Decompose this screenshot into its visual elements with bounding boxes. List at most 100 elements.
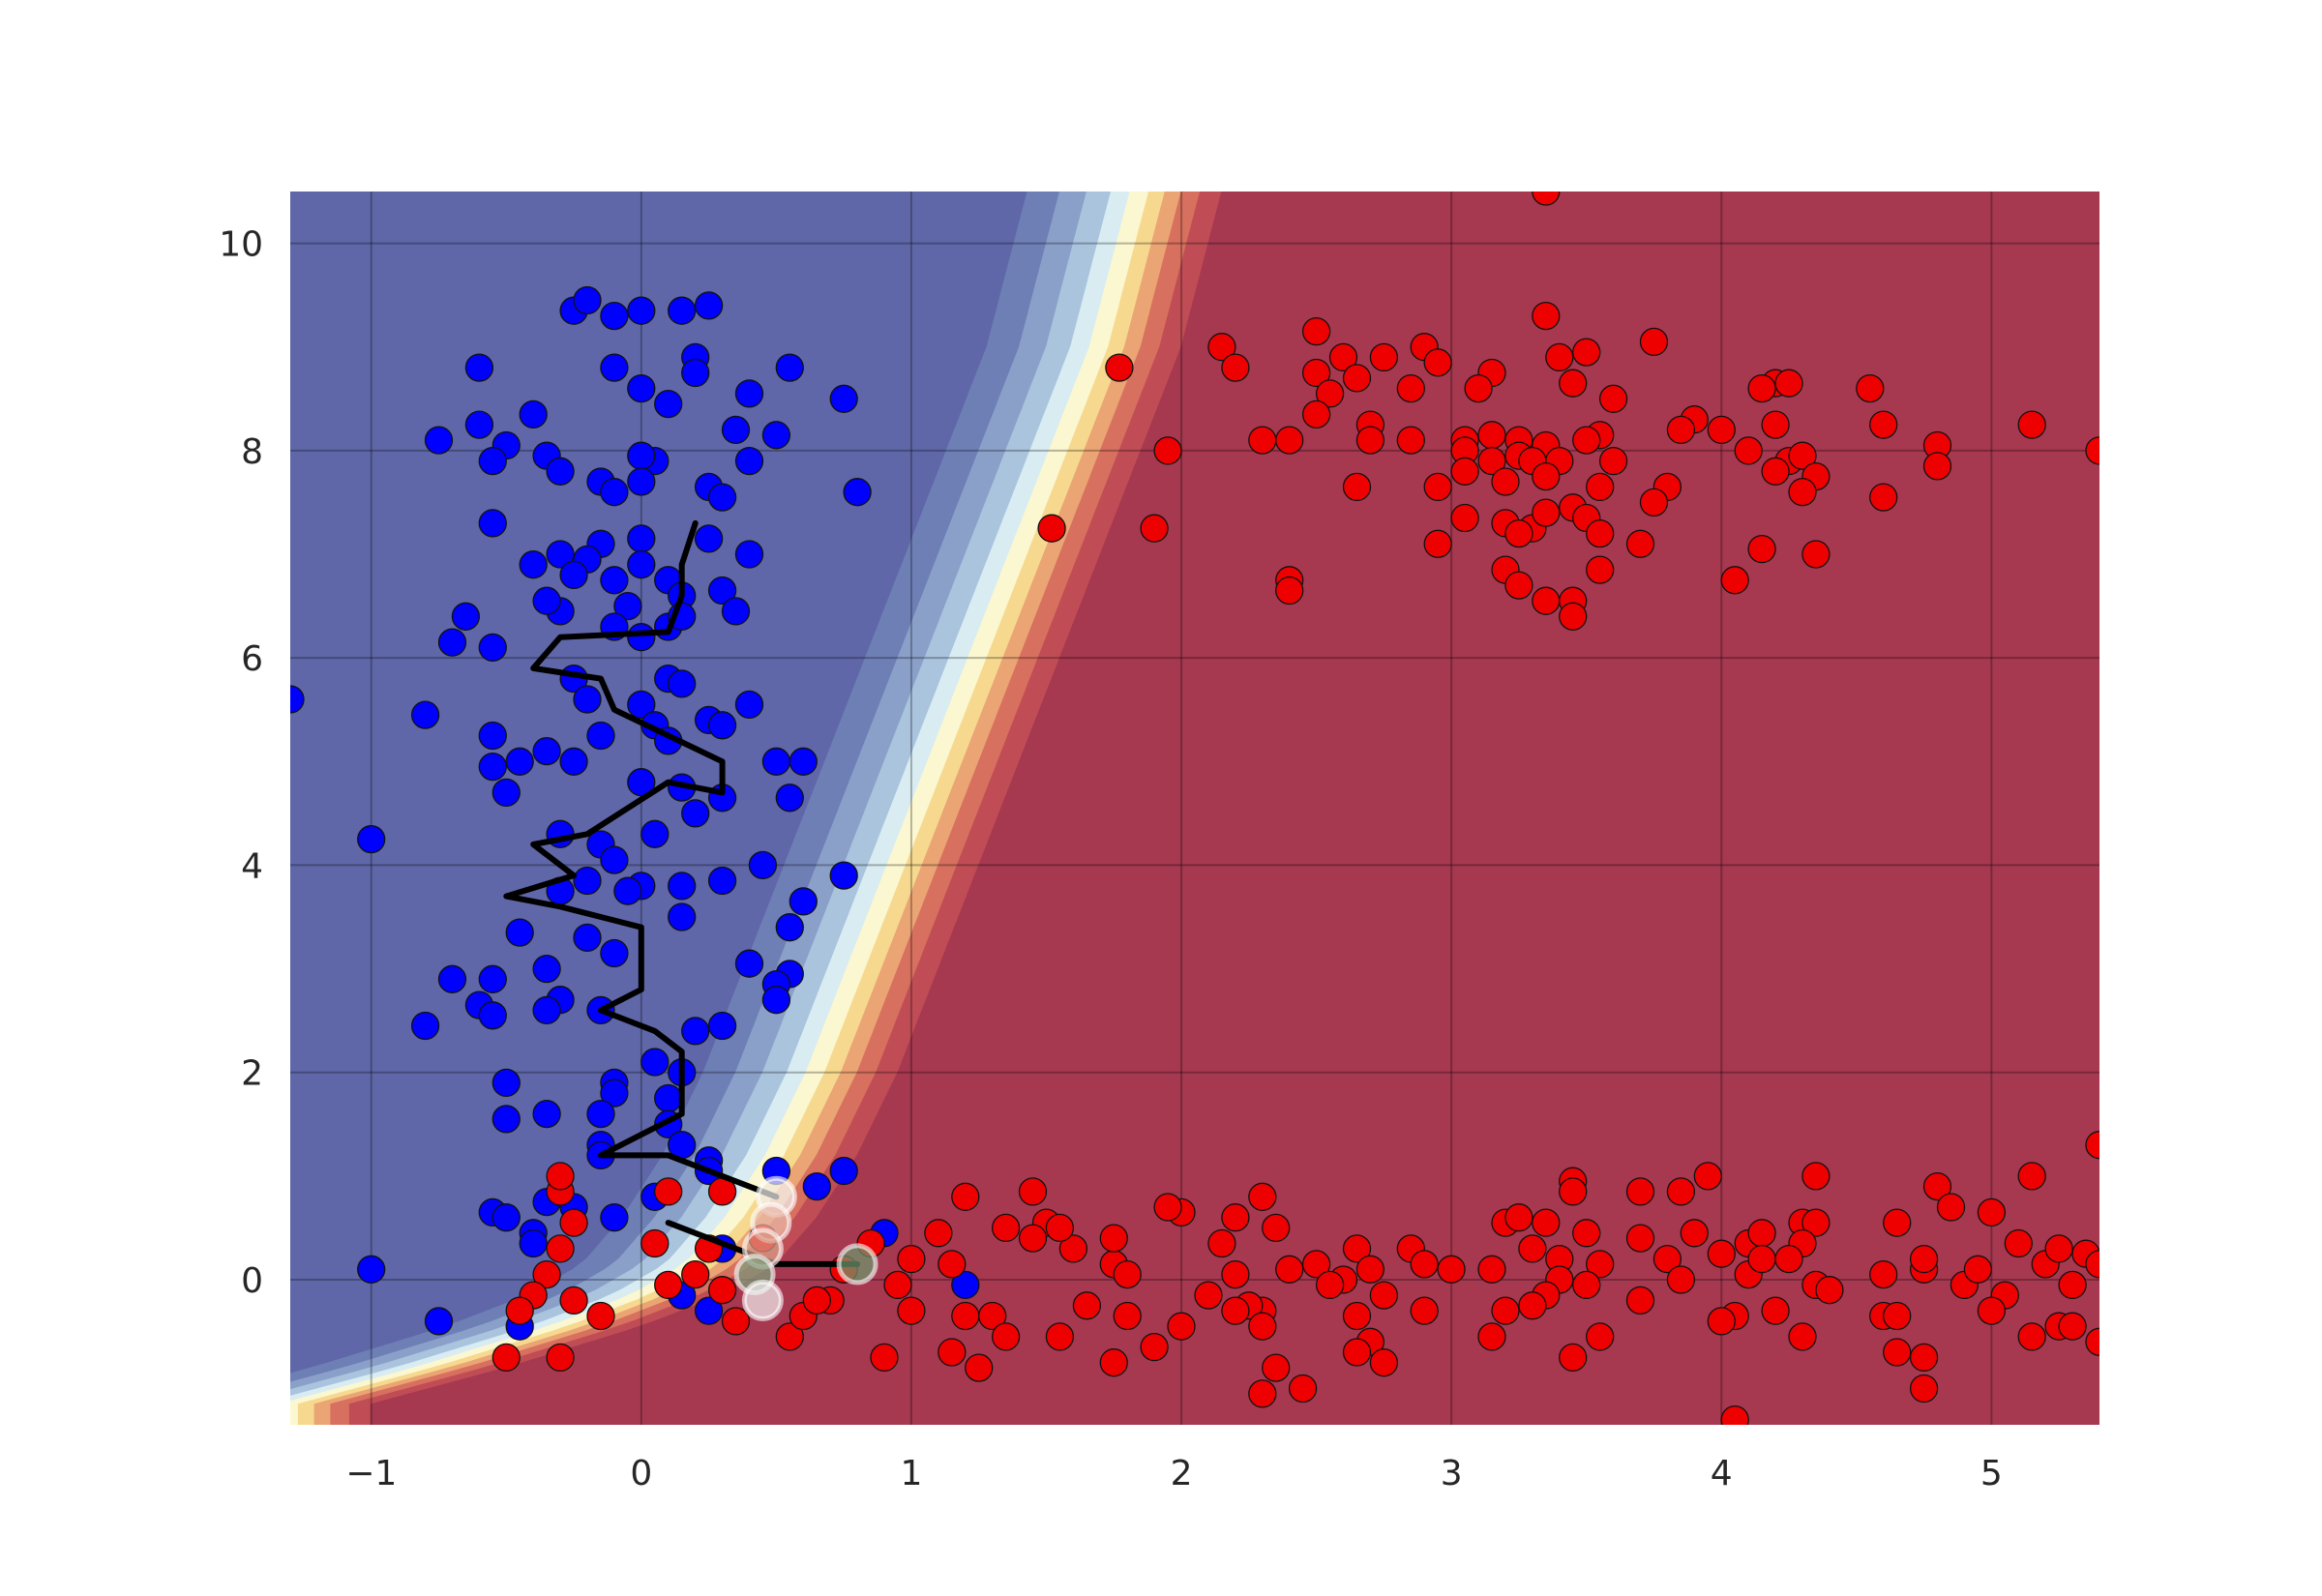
red-point [991, 1322, 1021, 1351]
blue-point [600, 938, 629, 968]
red-point [1342, 1338, 1372, 1367]
blue-point [627, 441, 656, 470]
y-tick-label: 10 [219, 225, 263, 265]
red-point [2085, 1131, 2099, 1160]
blue-point [600, 301, 629, 331]
red-point [1423, 348, 1452, 377]
red-point [1936, 1193, 1966, 1222]
blue-point [573, 685, 602, 714]
blue-point [694, 1296, 724, 1325]
blue-point [734, 690, 764, 720]
blue-point [600, 1079, 629, 1108]
red-point [1018, 1177, 1048, 1206]
blue-point [437, 628, 467, 657]
red-point [1221, 1259, 1250, 1289]
red-point [1666, 415, 1696, 445]
red-point [1909, 1343, 1939, 1373]
plot-area [290, 192, 2099, 1425]
red-point [1504, 571, 1533, 600]
blue-point [627, 524, 656, 553]
red-point [1045, 1213, 1075, 1243]
red-point [1450, 503, 1479, 533]
y-tick-label: 0 [241, 1261, 263, 1301]
red-point [2058, 1312, 2087, 1341]
red-point [1639, 327, 1669, 357]
blue-point [478, 721, 507, 751]
blue-point [707, 1011, 737, 1041]
red-point [1774, 1244, 1803, 1274]
x-tick-labels: −1 0 1 2 3 4 5 [345, 1454, 2003, 1493]
red-point [654, 1270, 683, 1300]
red-point [1572, 1270, 1601, 1300]
blue-point [802, 1171, 831, 1201]
red-point [1572, 338, 1601, 367]
blue-point [532, 1099, 561, 1129]
blue-point [519, 550, 548, 579]
blue-point [478, 633, 507, 663]
red-point [1883, 1208, 1912, 1237]
blue-point [586, 1099, 615, 1129]
red-point [1423, 529, 1452, 558]
blue-point [546, 457, 575, 486]
blue-point [559, 560, 588, 590]
red-point [1153, 1193, 1182, 1222]
red-point [2017, 410, 2046, 439]
blue-point [707, 483, 737, 512]
red-point [1801, 540, 1831, 569]
blue-point [600, 1203, 629, 1232]
red-point [802, 1286, 831, 1315]
y-tick-labels: 0 2 4 6 8 10 [219, 225, 263, 1301]
red-point [1491, 467, 1520, 496]
blue-point [451, 602, 481, 631]
blue-point [694, 291, 724, 320]
red-point [1666, 1265, 1696, 1294]
blue-point [627, 550, 656, 579]
red-point [1248, 1182, 1277, 1211]
red-point [1153, 436, 1182, 465]
red-point [2004, 1228, 2033, 1258]
blue-point [789, 887, 818, 916]
red-point [1559, 1343, 1588, 1373]
red-point [1518, 1234, 1547, 1263]
blue-point [843, 478, 872, 507]
red-point [1369, 1281, 1399, 1310]
red-point [1815, 1276, 1844, 1305]
red-point [1099, 1224, 1128, 1253]
blue-point [505, 747, 534, 776]
red-point [1747, 1219, 1776, 1248]
red-point [1221, 353, 1250, 382]
blue-point [437, 964, 467, 993]
red-point [1315, 1270, 1345, 1300]
red-point [1559, 369, 1588, 398]
highlighted-point [836, 1243, 878, 1286]
blue-point [748, 850, 778, 880]
red-point [1707, 1239, 1736, 1268]
red-point [1869, 1259, 1898, 1289]
red-point [1477, 421, 1506, 450]
red-point [1288, 1374, 1318, 1404]
blue-point [761, 421, 791, 450]
red-point [951, 1182, 980, 1211]
red-point [1869, 483, 1898, 512]
y-tick-label: 8 [241, 432, 263, 472]
blue-point [654, 1083, 683, 1113]
blue-point [600, 566, 629, 595]
blue-point [668, 902, 697, 931]
red-point [546, 1162, 575, 1191]
red-point [1801, 1208, 1831, 1237]
red-point [1586, 1250, 1615, 1279]
red-point [2085, 436, 2099, 465]
blue-point [681, 358, 710, 388]
red-point [1113, 1259, 1142, 1289]
red-point [1072, 1291, 1102, 1320]
red-point [1532, 301, 1561, 331]
blue-point [627, 373, 656, 403]
red-point [1248, 1379, 1277, 1408]
x-tick-label: 0 [630, 1454, 652, 1493]
red-point [1625, 529, 1655, 558]
red-point [1275, 576, 1304, 606]
blue-point [640, 819, 670, 848]
blue-point [464, 410, 494, 439]
blue-point [734, 949, 764, 978]
red-point [532, 1259, 561, 1289]
